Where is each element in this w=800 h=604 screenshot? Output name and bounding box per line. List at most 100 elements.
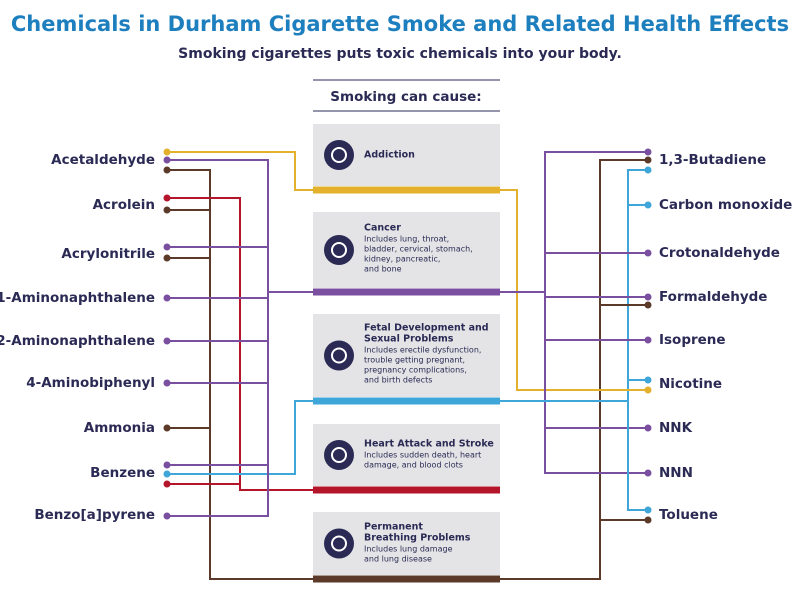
effect-description: trouble getting pregnant, <box>364 356 465 365</box>
effect-bar <box>313 288 500 296</box>
dot <box>163 461 171 469</box>
dot <box>163 194 171 202</box>
chemical-label: Benzene <box>90 465 155 481</box>
effect-icon-detail <box>331 347 347 364</box>
dot <box>644 516 652 524</box>
dot <box>163 206 171 214</box>
dot <box>163 512 171 520</box>
effect-description: Includes sudden death, heart <box>364 451 481 460</box>
chemical-label: Ammonia <box>84 420 155 436</box>
effect-bar <box>313 397 500 405</box>
effect-description: and lung disease <box>364 555 432 564</box>
effect-icon <box>324 340 354 371</box>
chemical-label: Crotonaldehyde <box>659 245 780 261</box>
chemical-label: Acrylonitrile <box>61 246 155 262</box>
connector <box>500 304 648 580</box>
connector <box>500 291 648 429</box>
dot <box>644 156 652 164</box>
connector <box>500 204 648 402</box>
chemical-label: Formaldehyde <box>659 289 767 305</box>
dot <box>644 376 652 384</box>
effect-description: Includes lung damage <box>364 545 453 554</box>
dot <box>163 424 171 432</box>
dot <box>163 148 171 156</box>
chemical-label: Toluene <box>659 507 718 523</box>
connector <box>167 151 313 191</box>
dot <box>644 249 652 257</box>
chemical-label: 1,3-Butadiene <box>659 152 766 168</box>
connector <box>167 427 313 580</box>
effect-icon <box>324 140 354 170</box>
chemical-label: Carbon monoxide <box>659 197 792 213</box>
connector <box>500 189 648 391</box>
connector <box>500 151 648 293</box>
effect-title: Cancer <box>364 223 401 234</box>
dot <box>163 243 171 251</box>
title: Chemicals in Durham Cigarette Smoke and … <box>11 12 789 36</box>
effect-bar <box>313 486 500 494</box>
connector <box>500 252 648 293</box>
dot <box>644 506 652 514</box>
dot <box>163 480 171 488</box>
connector <box>167 400 313 475</box>
effect-bar <box>313 186 500 194</box>
connections <box>163 148 652 580</box>
connector <box>500 291 648 341</box>
dot <box>163 166 171 174</box>
chemical-label: Isoprene <box>659 332 726 348</box>
chemical-label: Benzo[a]pyrene <box>34 507 155 523</box>
dot <box>644 166 652 174</box>
effect-title: Sexual Problems <box>364 334 454 345</box>
connector <box>500 159 648 580</box>
dot <box>644 148 652 156</box>
connector <box>167 483 313 491</box>
connector <box>500 169 648 402</box>
effect-description: damage, and blood clots <box>364 461 463 470</box>
dot <box>644 424 652 432</box>
chemical-label: 1-Aminonaphthalene <box>0 290 155 306</box>
chemical-label: Nicotine <box>659 376 722 392</box>
effect-icon-detail <box>331 535 347 552</box>
subtitle: Smoking cigarettes puts toxic chemicals … <box>178 46 622 62</box>
effect-icon <box>324 440 354 470</box>
effect-title: Permanent <box>364 522 423 533</box>
effect-description: and bone <box>364 265 402 274</box>
effect-title: Addiction <box>364 150 415 161</box>
effect-description: pregnancy complications, <box>364 366 467 375</box>
chemical-label: NNN <box>659 465 693 481</box>
effects-heading: Smoking can cause: <box>330 89 481 105</box>
dot <box>163 156 171 164</box>
dot <box>163 294 171 302</box>
dot <box>163 337 171 345</box>
dot <box>644 301 652 309</box>
effect-icon <box>324 528 354 559</box>
effect-description: bladder, cervical, stomach, <box>364 245 473 254</box>
connector <box>500 400 648 511</box>
effect-description: Includes lung, throat, <box>364 235 449 244</box>
effect-title: Breathing Problems <box>364 533 471 544</box>
effect-description: and birth defects <box>364 376 432 385</box>
chemical-label: NNK <box>659 420 693 436</box>
dot <box>644 293 652 301</box>
connector <box>167 291 313 517</box>
effect-title: Heart Attack and Stroke <box>364 439 494 450</box>
chemical-label: Acrolein <box>93 197 155 213</box>
chemicals: Acetaldehyde Acrolein Acrylonitrile 1-Amino… <box>0 152 792 523</box>
effect-description: kidney, pancreatic, <box>364 255 440 264</box>
effect-icon-detail <box>331 447 347 463</box>
effect-icon <box>324 235 354 265</box>
chemical-label: Acetaldehyde <box>51 152 155 168</box>
connector <box>167 197 313 491</box>
dot <box>644 469 652 477</box>
chemical-label: 4-Aminobiphenyl <box>26 375 155 391</box>
chemical-label: 2-Aminonaphthalene <box>0 333 155 349</box>
connector <box>500 519 648 580</box>
effect-title: Fetal Development and <box>364 323 489 334</box>
effect-icon-detail <box>331 147 347 163</box>
dot <box>644 386 652 394</box>
dot <box>163 254 171 262</box>
connector <box>500 291 648 474</box>
effect-icon-detail <box>331 242 347 258</box>
dot <box>644 336 652 344</box>
